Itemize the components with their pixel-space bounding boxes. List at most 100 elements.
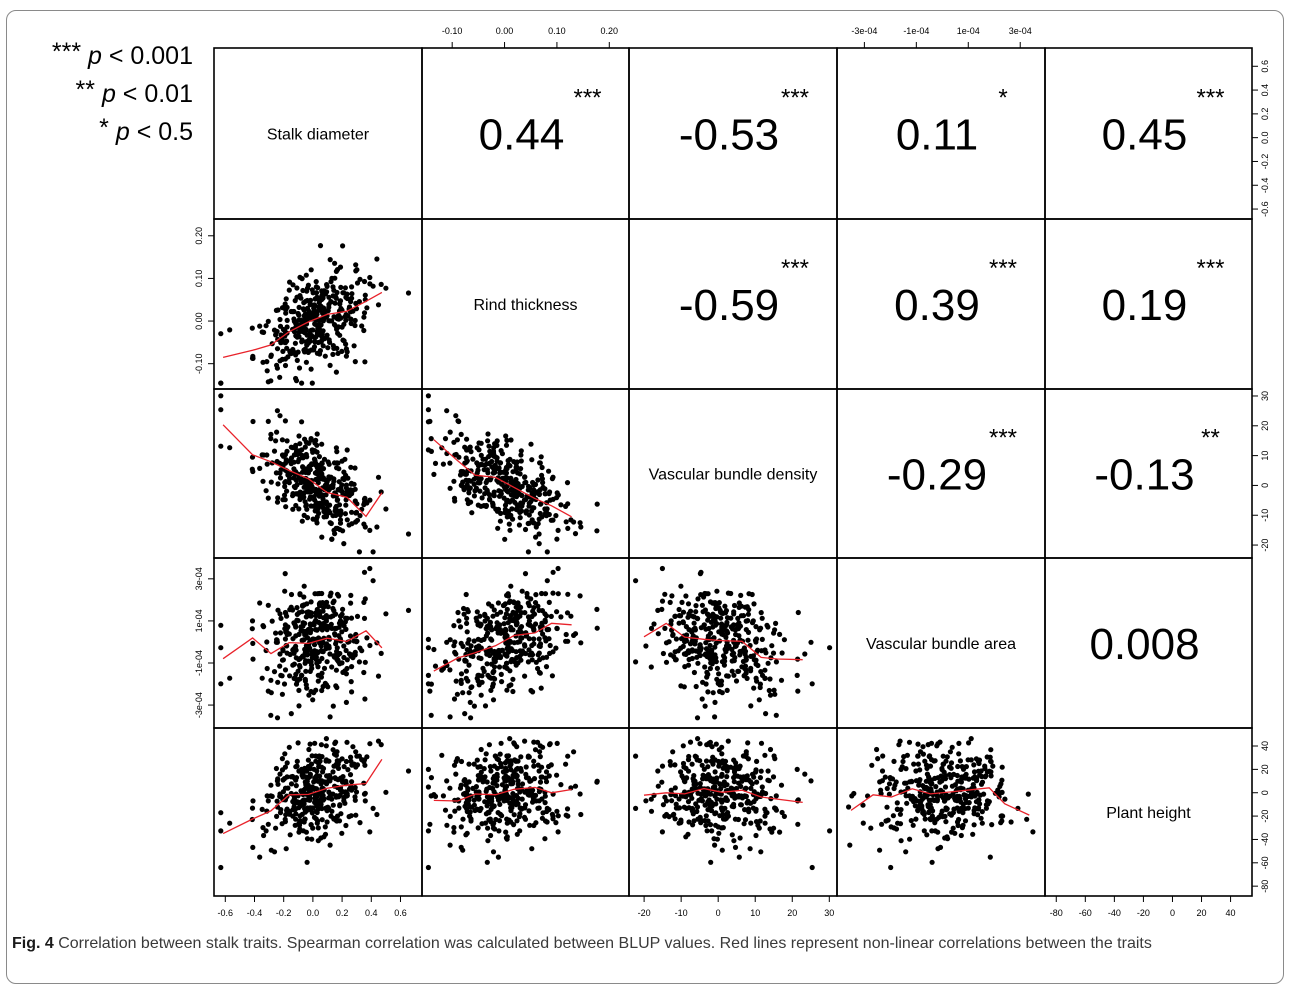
scatter-point <box>333 625 339 632</box>
scatter-point <box>336 502 343 508</box>
scatter-point <box>526 647 532 653</box>
scatter-point <box>693 801 699 807</box>
scatter-point <box>274 813 280 820</box>
scatter-point <box>550 474 556 480</box>
scatter-point <box>703 793 709 799</box>
scatter-point <box>257 854 263 860</box>
scatter-point <box>537 460 543 466</box>
scatter-point <box>344 791 350 797</box>
scatter-point <box>694 715 701 721</box>
scatter-point <box>383 506 389 512</box>
scatter-point <box>950 825 956 831</box>
scatter-point <box>273 470 279 476</box>
scatter-point <box>710 624 716 630</box>
scatter-point <box>333 369 339 375</box>
scatter-point <box>282 626 288 632</box>
scatter-point <box>766 687 772 694</box>
scatter-point <box>306 642 312 649</box>
scatter-point <box>518 448 524 454</box>
scatter-point <box>293 777 299 783</box>
scatter-point <box>542 800 548 806</box>
smoother-line <box>643 622 803 661</box>
scatter-point <box>324 282 330 288</box>
scatter-point <box>929 828 935 834</box>
scatter-point <box>537 749 543 755</box>
scatter-point <box>307 659 313 665</box>
scatter-point <box>356 659 362 665</box>
scatter-point <box>710 778 716 784</box>
significance-stars: *** <box>573 85 601 112</box>
scatter-point <box>471 476 477 482</box>
scatter-point <box>325 345 331 351</box>
scatter-point <box>908 818 914 824</box>
scatter-point <box>921 828 927 834</box>
scatter-point <box>750 805 756 811</box>
scatter-point <box>332 775 338 781</box>
scatter-point <box>751 774 757 780</box>
scatter-point <box>655 783 661 789</box>
scatter-point <box>518 765 524 772</box>
scatter-point <box>273 630 279 636</box>
scatter-point <box>707 803 713 809</box>
scatter-point <box>746 777 752 783</box>
scatter-point <box>294 357 300 363</box>
scatter-point <box>297 592 303 598</box>
scatter-point <box>729 668 735 674</box>
scatter-point <box>484 779 490 785</box>
scatter-point <box>297 813 303 819</box>
legend-threshold: < 0.01 <box>115 80 193 108</box>
scatter-point <box>522 643 528 649</box>
scatter-point <box>505 591 511 597</box>
scatter-point <box>337 802 343 808</box>
scatter-point <box>341 541 347 547</box>
scatter-point <box>923 784 929 791</box>
scatter-point <box>439 667 445 673</box>
scatter-point <box>633 659 639 665</box>
scatter-point <box>218 681 224 687</box>
scatter-point <box>282 609 288 616</box>
scatter-point <box>341 321 347 327</box>
scatter-point <box>692 641 698 647</box>
scatter-point <box>494 442 500 448</box>
scatter-point <box>452 808 458 814</box>
scatter-point <box>362 696 368 702</box>
scatter-point <box>772 805 778 811</box>
smoother-line <box>222 424 383 518</box>
scatter-point <box>299 637 305 644</box>
scatter-point <box>483 751 489 757</box>
scatter-point <box>504 660 510 666</box>
scatter-point <box>693 609 699 615</box>
scatter-point <box>738 802 744 808</box>
scatter-point <box>659 779 665 785</box>
scatter-point <box>717 761 723 767</box>
scatter-point <box>457 624 464 630</box>
scatter-point <box>297 293 303 299</box>
scatter-point <box>555 527 561 534</box>
scatter-point <box>279 452 286 458</box>
scatter-point <box>277 651 283 657</box>
scatter-point <box>709 647 715 654</box>
scatter-point <box>518 458 524 464</box>
scatter-point <box>328 813 334 819</box>
scatter-point <box>553 645 559 651</box>
scatter-point <box>703 640 709 646</box>
scatter-point <box>756 697 762 703</box>
scatter-point <box>738 613 745 619</box>
tick-label: 0.20 <box>601 26 619 36</box>
scatter-point <box>522 480 528 486</box>
scatter-point <box>457 472 464 478</box>
scatter-point <box>672 816 678 822</box>
scatter-point <box>340 243 346 249</box>
scatter-point <box>313 290 320 296</box>
scatter-point <box>687 641 694 647</box>
scatter-point <box>428 436 434 442</box>
scatter-point <box>710 784 717 791</box>
scatter-point <box>969 787 975 794</box>
scatter-point <box>504 514 510 520</box>
scatter-point <box>283 296 289 302</box>
scatter-point <box>744 604 750 610</box>
tick-label: -0.2 <box>276 908 292 918</box>
scatter-point <box>288 604 294 610</box>
scatter-point <box>689 648 695 654</box>
scatter-point <box>724 619 730 626</box>
